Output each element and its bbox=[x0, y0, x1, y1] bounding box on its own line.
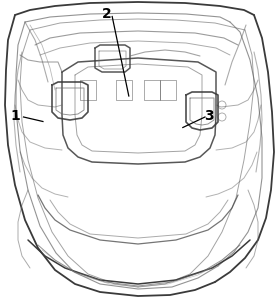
Text: 1: 1 bbox=[10, 109, 20, 122]
Text: 2: 2 bbox=[102, 7, 112, 20]
Text: 3: 3 bbox=[204, 109, 214, 122]
